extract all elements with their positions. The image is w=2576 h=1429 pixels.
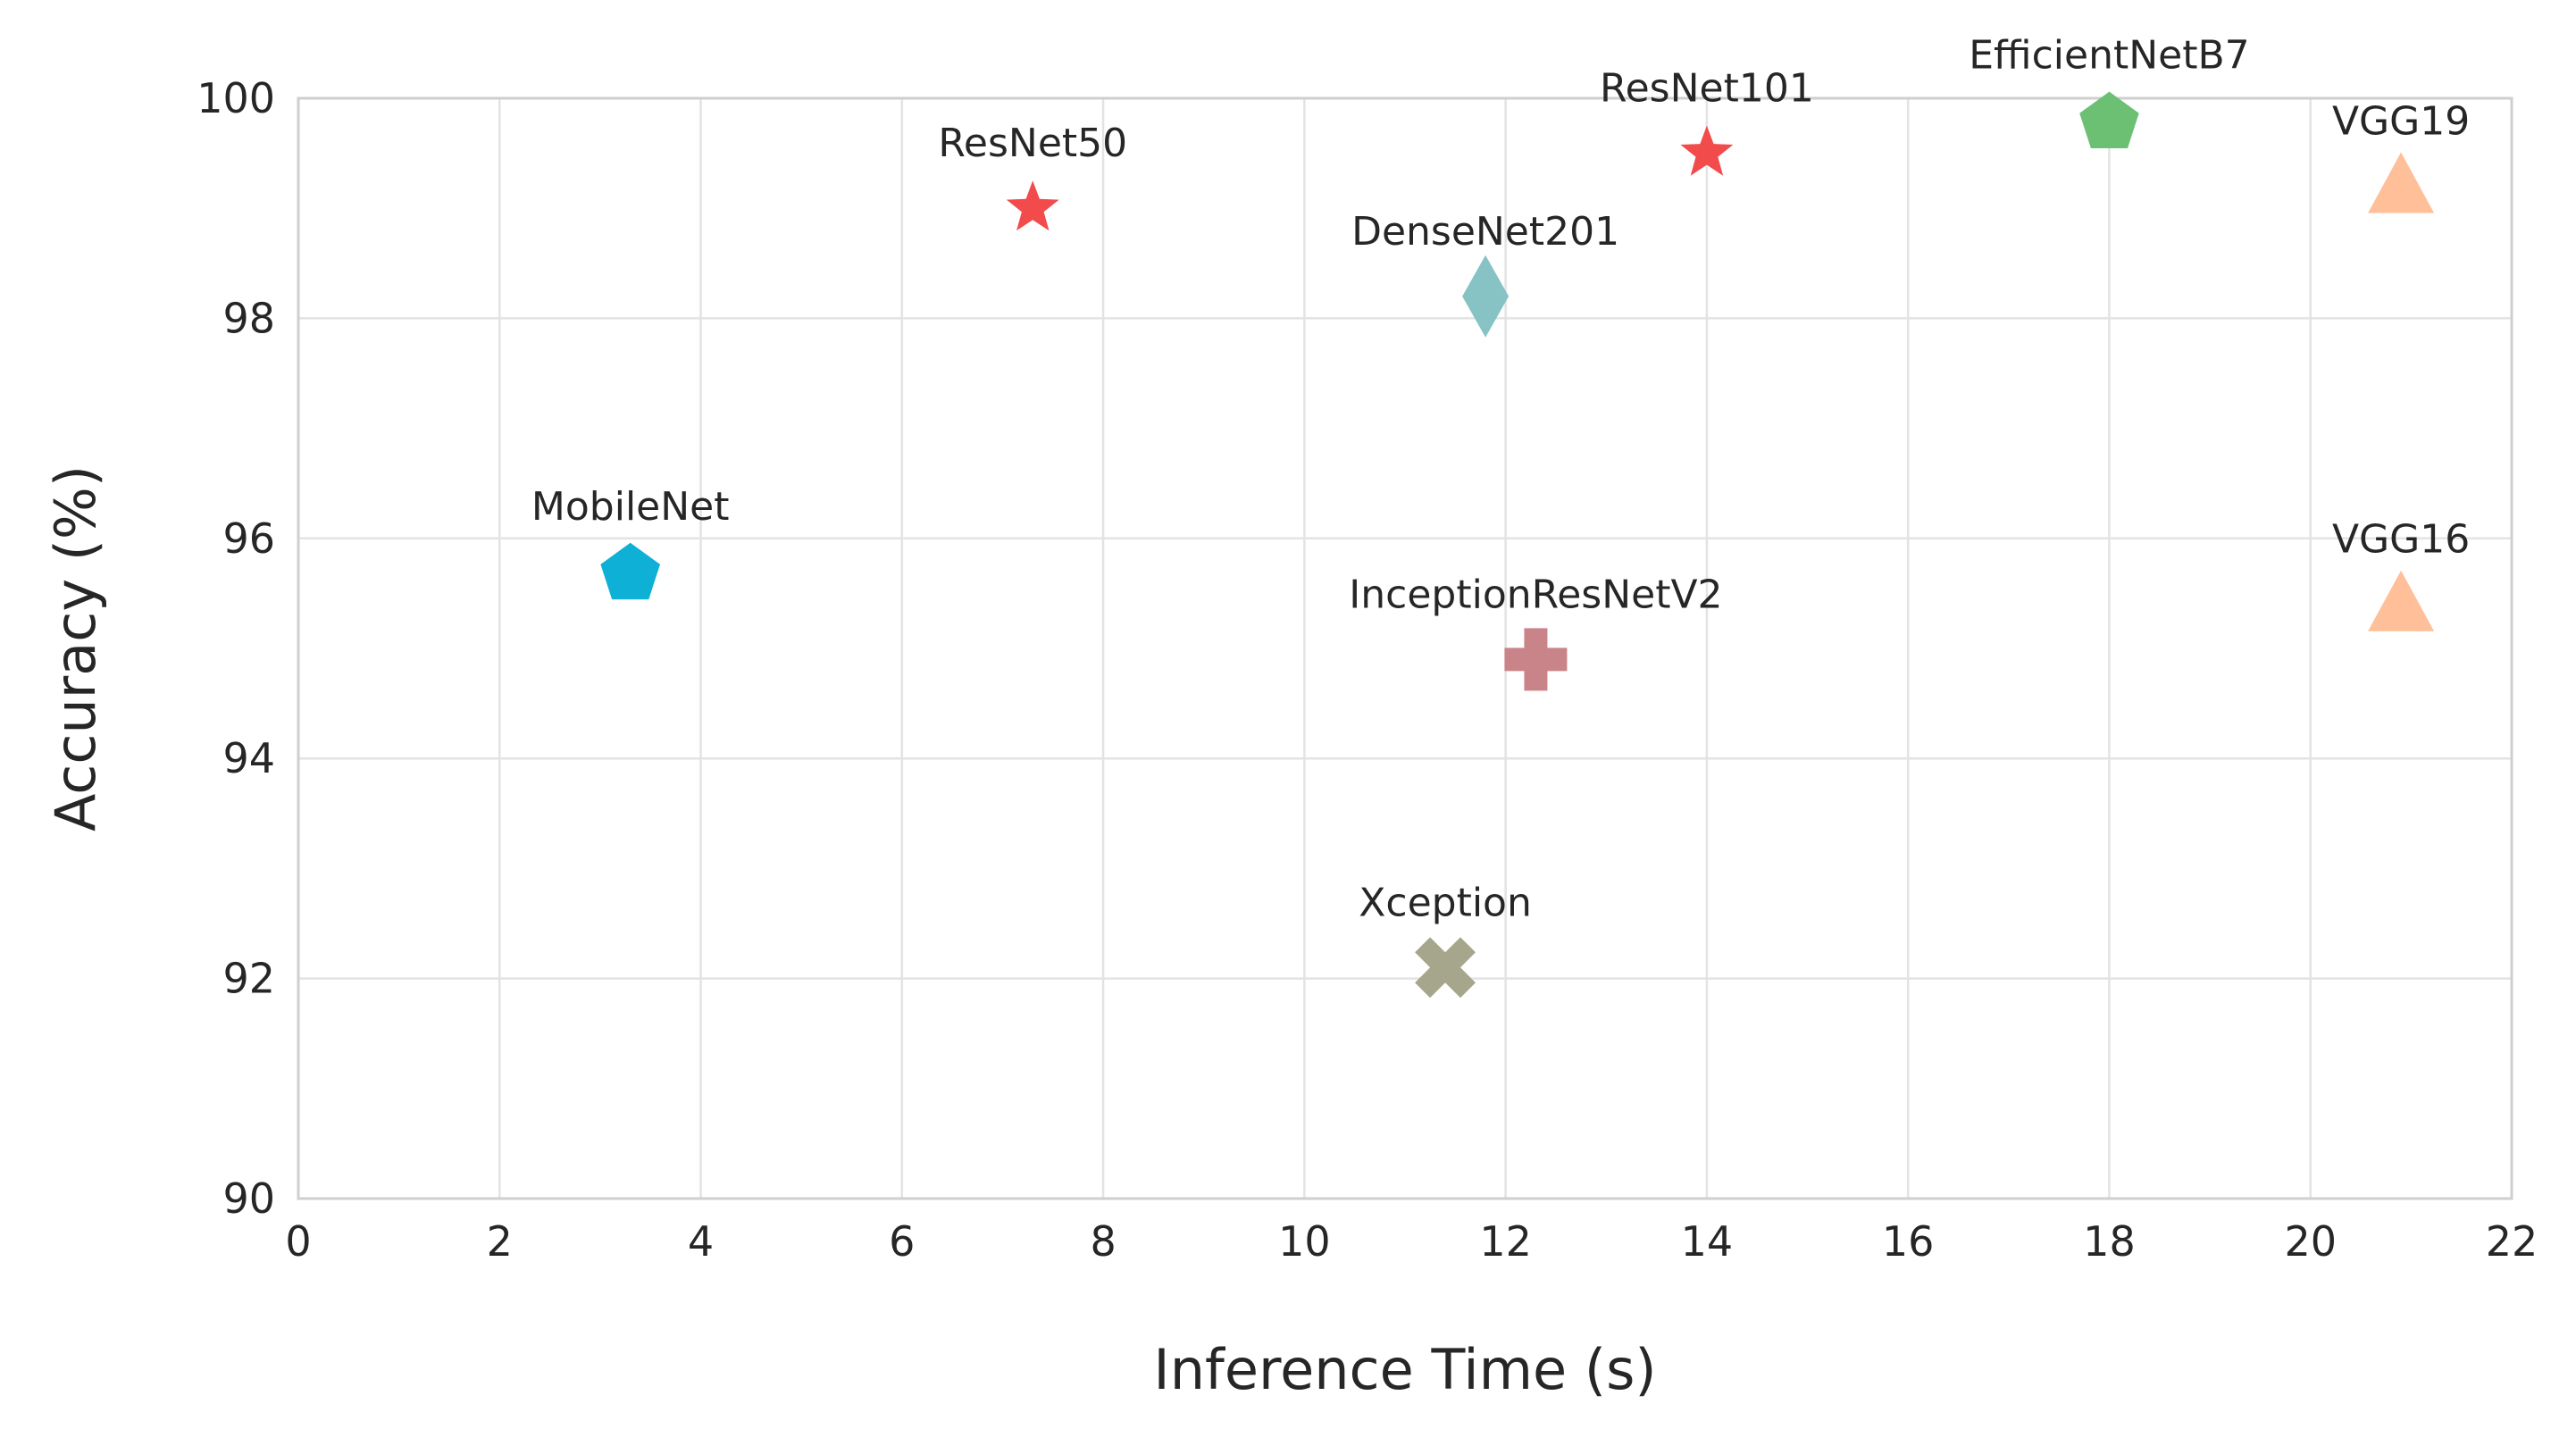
x-tick-label: 22 bbox=[2486, 1217, 2538, 1266]
x-tick-label: 20 bbox=[2284, 1217, 2337, 1266]
y-tick-label: 100 bbox=[197, 74, 275, 122]
label-resnet50: ResNet50 bbox=[938, 121, 1127, 166]
label-inceptionresnetv2: InceptionResNetV2 bbox=[1349, 572, 1722, 617]
label-vgg16: VGG16 bbox=[2332, 517, 2470, 563]
axis-ticks: 0 2 4 6 8 10 12 14 16 18 20 22 90 92 94 96 98 100 bbox=[197, 74, 2538, 1266]
y-tick-label: 90 bbox=[222, 1174, 275, 1223]
x-tick-label: 18 bbox=[2083, 1217, 2136, 1266]
data-points bbox=[600, 91, 2435, 999]
x-tick-label: 14 bbox=[1681, 1217, 1734, 1266]
y-tick-label: 92 bbox=[222, 955, 275, 1003]
y-tick-label: 98 bbox=[222, 294, 275, 342]
x-tick-label: 10 bbox=[1278, 1217, 1331, 1266]
marker-densenet201 bbox=[1462, 255, 1510, 338]
marker-resnet50 bbox=[1006, 180, 1059, 231]
label-vgg19: VGG19 bbox=[2332, 99, 2470, 145]
label-densenet201: DenseNet201 bbox=[1351, 209, 1619, 255]
x-tick-label: 4 bbox=[688, 1217, 714, 1266]
y-tick-label: 94 bbox=[222, 734, 275, 782]
point-labels: ResNet50 ResNet101 EfficientNetB7 VGG19 Dens… bbox=[531, 33, 2470, 926]
plot-frame bbox=[297, 96, 2513, 1200]
marker-efficientnetb7 bbox=[2079, 91, 2139, 148]
label-xception: Xception bbox=[1359, 880, 1532, 925]
x-tick-label: 6 bbox=[889, 1217, 915, 1266]
marker-resnet101 bbox=[1680, 125, 1734, 176]
x-tick-label: 12 bbox=[1479, 1217, 1532, 1266]
marker-xception bbox=[1415, 937, 1476, 999]
marker-vgg16 bbox=[2368, 570, 2435, 631]
x-tick-label: 16 bbox=[1882, 1217, 1935, 1266]
x-tick-label: 0 bbox=[285, 1217, 311, 1266]
x-tick-label: 2 bbox=[487, 1217, 513, 1266]
y-tick-label: 96 bbox=[222, 514, 275, 563]
grid bbox=[297, 96, 2513, 1200]
marker-mobilenet bbox=[600, 542, 660, 600]
marker-inceptionresnetv2 bbox=[1504, 628, 1568, 691]
x-axis-label: Inference Time (s) bbox=[1153, 1337, 1656, 1402]
label-resnet101: ResNet101 bbox=[1600, 66, 1814, 112]
marker-vgg19 bbox=[2368, 152, 2435, 213]
label-mobilenet: MobileNet bbox=[531, 484, 730, 530]
y-axis-label: Accuracy (%) bbox=[43, 465, 108, 831]
x-tick-label: 8 bbox=[1090, 1217, 1116, 1266]
label-efficientnetb7: EfficientNetB7 bbox=[1969, 33, 2249, 79]
